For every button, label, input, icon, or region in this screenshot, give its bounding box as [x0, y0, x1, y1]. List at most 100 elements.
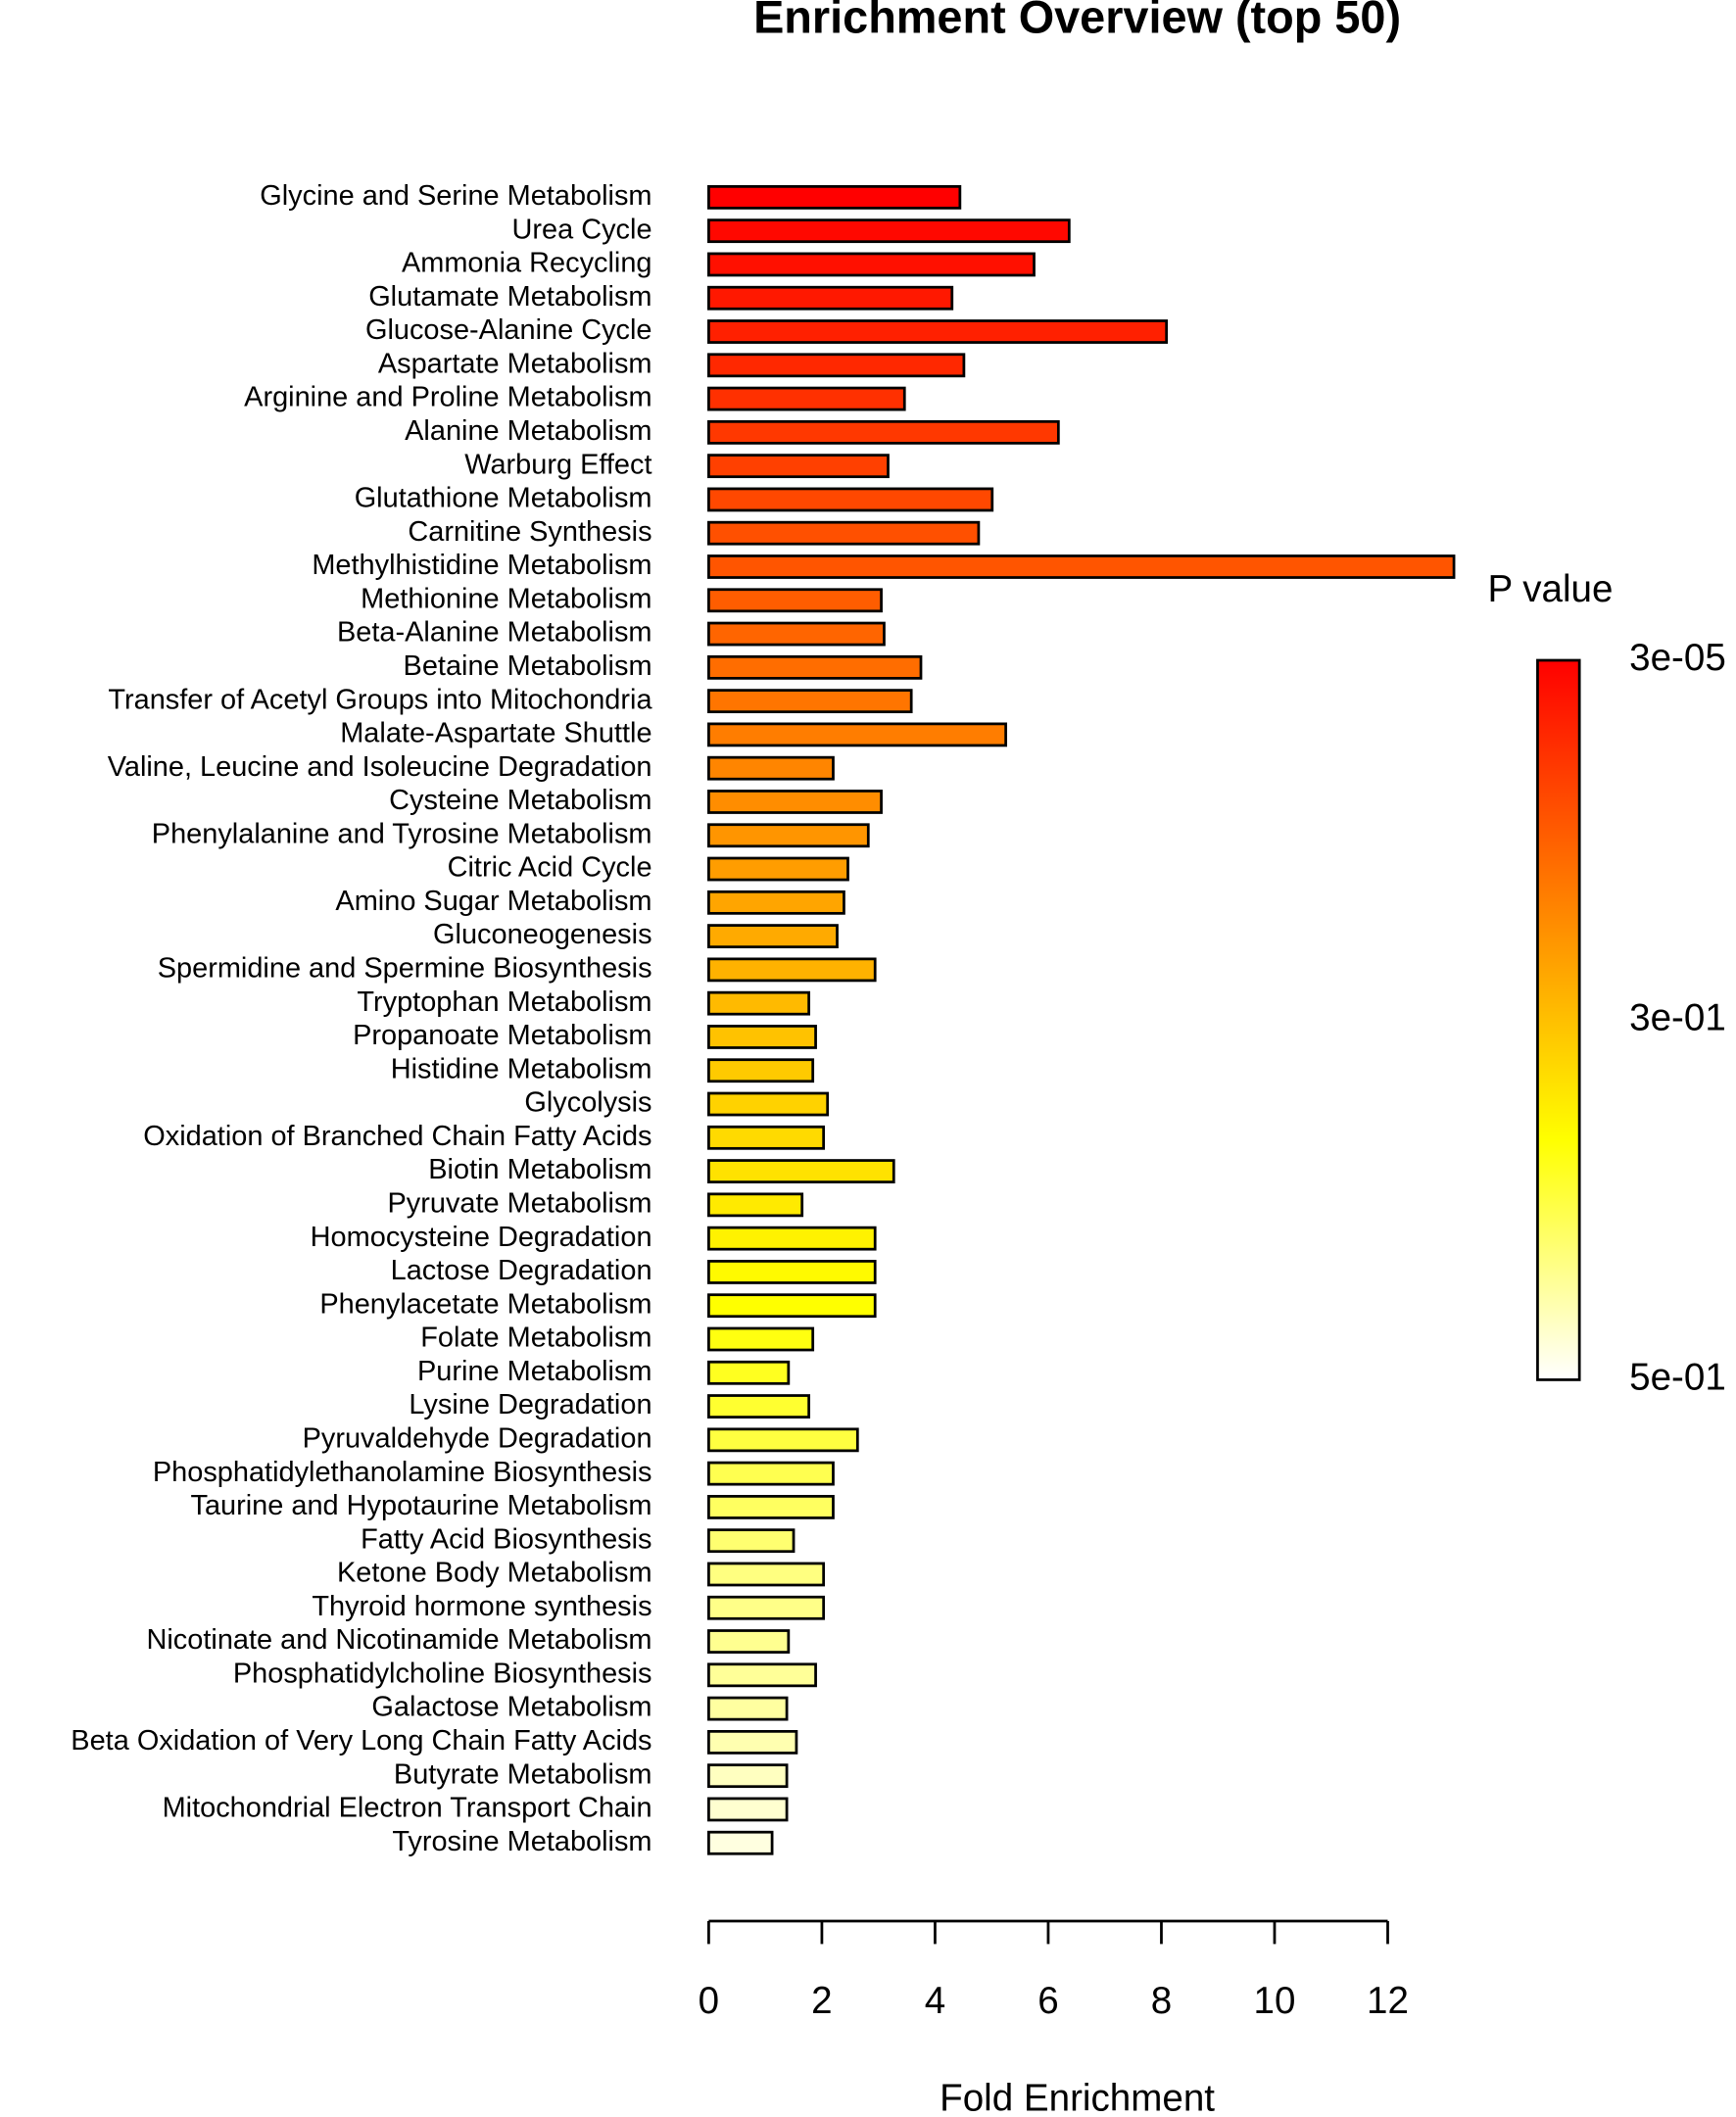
category-label: Lactose Degradation — [391, 1255, 652, 1286]
category-label: Aspartate Metabolism — [378, 348, 652, 379]
x-tick-label: 12 — [1367, 1980, 1409, 2022]
category-label: Alanine Metabolism — [405, 415, 651, 447]
category-label: Histidine Metabolism — [391, 1053, 652, 1084]
category-label: Glucose-Alanine Cycle — [365, 314, 652, 346]
bar — [707, 1629, 791, 1654]
x-tick-label: 0 — [699, 1980, 719, 2022]
category-label: Glutamate Metabolism — [368, 281, 651, 313]
category-label: Spermidine and Spermine Biosynthesis — [158, 953, 652, 985]
bar — [707, 689, 913, 714]
bar — [707, 1091, 830, 1117]
legend-label: 5e-01 — [1629, 1357, 1726, 1399]
category-label: Betaine Metabolism — [404, 650, 652, 682]
category-label: Tryptophan Metabolism — [357, 986, 651, 1018]
category-label: Malate-Aspartate Shuttle — [340, 718, 651, 749]
bar — [707, 252, 1036, 277]
category-label: Methionine Metabolism — [361, 583, 651, 614]
x-tick-label: 8 — [1151, 1980, 1172, 2022]
category-label: Beta-Alanine Metabolism — [337, 617, 652, 649]
bar — [707, 990, 811, 1016]
category-label: Methylhistidine Metabolism — [312, 550, 651, 581]
bar — [707, 1394, 811, 1419]
bar — [707, 1293, 877, 1319]
bar — [707, 419, 1060, 445]
x-tick-label: 2 — [811, 1980, 832, 2022]
category-label: Beta Oxidation of Very Long Chain Fatty … — [71, 1725, 651, 1756]
category-label: Oxidation of Branched Chain Fatty Acids — [143, 1121, 651, 1152]
x-tick-label: 4 — [925, 1980, 945, 2022]
bar — [707, 520, 981, 546]
bar — [707, 621, 886, 647]
bar — [707, 1226, 877, 1251]
bar — [707, 1562, 826, 1587]
chart-title: Enrichment Overview (top 50) — [753, 0, 1401, 42]
category-label: Urea Cycle — [511, 214, 651, 245]
category-label: Biotin Metabolism — [428, 1154, 651, 1185]
category-label: Propanoate Metabolism — [353, 1020, 651, 1051]
x-tick-label: 10 — [1254, 1980, 1296, 2022]
legend-title: P value — [1487, 568, 1613, 610]
bar — [707, 1461, 835, 1486]
bar — [707, 319, 1169, 344]
category-label: Folate Metabolism — [420, 1323, 651, 1354]
category-label: Galactose Metabolism — [371, 1692, 651, 1723]
category-label: Fatty Acid Biosynthesis — [361, 1523, 651, 1555]
bar — [707, 1025, 817, 1049]
category-label: Glutathione Metabolism — [355, 483, 652, 514]
x-axis-label: Fold Enrichment — [940, 2077, 1215, 2117]
category-label: Phosphatidylethanolamine Biosynthesis — [153, 1457, 652, 1488]
category-label: Pyruvate Metabolism — [387, 1188, 651, 1220]
bar — [707, 1058, 815, 1083]
bar — [707, 1495, 835, 1519]
bar — [707, 654, 923, 680]
category-label: Gluconeogenesis — [433, 919, 651, 950]
category-label: Taurine and Hypotaurine Metabolism — [190, 1490, 651, 1521]
bar — [707, 1427, 859, 1453]
category-label: Citric Acid Cycle — [448, 852, 652, 884]
bar — [707, 454, 890, 479]
category-label: Warburg Effect — [464, 449, 651, 480]
category-label: Purine Metabolism — [417, 1356, 652, 1387]
category-label: Thyroid hormone synthesis — [312, 1591, 651, 1622]
bar — [707, 554, 1456, 579]
category-label: Glycine and Serine Metabolism — [260, 180, 651, 212]
legend-colorbar — [1536, 658, 1581, 1381]
bar — [707, 588, 883, 613]
bar — [707, 353, 966, 378]
bar — [707, 1729, 798, 1755]
bar — [707, 755, 835, 781]
category-label: Glycolysis — [524, 1087, 651, 1119]
bar — [707, 1360, 791, 1385]
bar — [707, 1125, 826, 1150]
legend-label: 3e-01 — [1629, 996, 1726, 1038]
bar — [707, 386, 906, 411]
bar — [707, 856, 849, 882]
category-label: Cysteine Metabolism — [389, 785, 651, 816]
bar — [707, 1763, 789, 1789]
bar — [707, 1260, 877, 1284]
category-label: Nicotinate and Nicotinamide Metabolism — [147, 1624, 652, 1656]
category-label: Homocysteine Degradation — [311, 1222, 652, 1253]
bar — [707, 790, 883, 814]
bar — [707, 823, 870, 848]
bar — [707, 285, 954, 311]
category-label: Valine, Leucine and Isoleucine Degradati… — [108, 751, 652, 783]
category-label: Amino Sugar Metabolism — [335, 886, 651, 917]
bar — [707, 1830, 774, 1855]
category-label: Phosphatidylcholine Biosynthesis — [233, 1658, 652, 1689]
category-label: Pyruvaldehyde Degradation — [303, 1422, 652, 1454]
bar — [707, 1595, 826, 1620]
category-label: Ammonia Recycling — [402, 248, 652, 279]
category-label: Arginine and Proline Metabolism — [244, 382, 651, 413]
bar — [707, 1797, 789, 1822]
bar — [707, 890, 845, 915]
bar — [707, 184, 962, 210]
bar — [707, 1696, 789, 1721]
category-label: Tyrosine Metabolism — [392, 1826, 651, 1857]
bar — [707, 1662, 817, 1688]
bar — [707, 1192, 804, 1218]
category-label: Phenylalanine and Tyrosine Metabolism — [152, 818, 652, 849]
bar — [707, 1326, 815, 1352]
